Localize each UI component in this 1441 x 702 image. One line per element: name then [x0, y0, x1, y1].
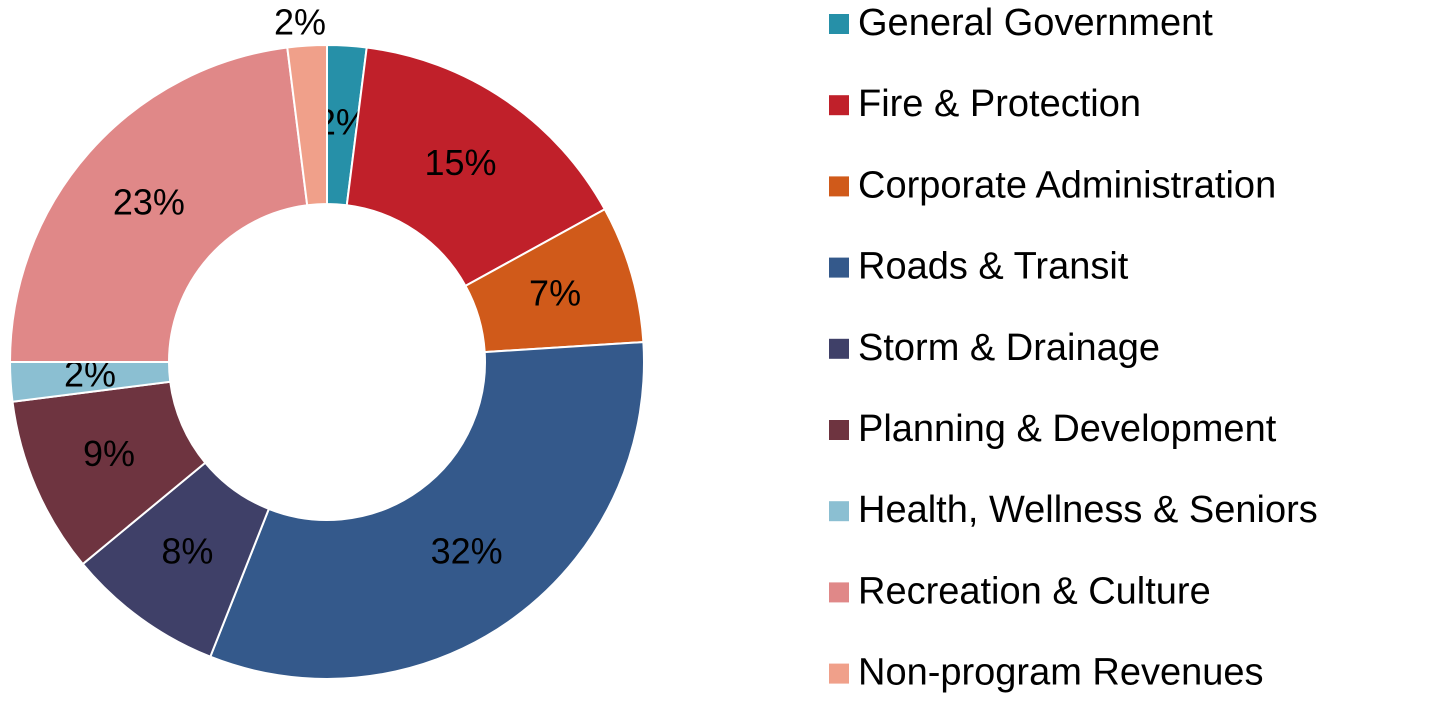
- donut-slice: [209, 341, 645, 680]
- legend-swatch: [829, 176, 849, 197]
- legend-label: Fire & Protection: [858, 83, 1141, 125]
- legend-label: Corporate Administration: [858, 164, 1276, 206]
- donut-slice: [345, 46, 607, 288]
- legend-swatch: [829, 420, 849, 440]
- legend-swatch: [829, 338, 849, 359]
- legend-label: Health, Wellness & Seniors: [858, 489, 1318, 531]
- slice-label: 7%: [529, 272, 581, 313]
- legend-label: Recreation & Culture: [858, 570, 1211, 612]
- donut-slice: [286, 43, 328, 207]
- legend-swatch: [829, 14, 849, 34]
- legend-label: Non-program Revenues: [858, 652, 1264, 694]
- legend-swatch: [829, 95, 849, 116]
- slice-label: 23%: [113, 181, 185, 222]
- slice-label: 9%: [83, 433, 135, 474]
- legend-swatch: [829, 663, 849, 684]
- legend-label: Planning & Development: [858, 408, 1277, 450]
- legend-label: General Government: [858, 2, 1213, 44]
- slice-label: 2%: [274, 2, 326, 43]
- legend-swatch: [829, 582, 849, 603]
- legend-swatch: [829, 501, 849, 522]
- slice-label: 8%: [161, 531, 213, 572]
- donut-slice: [8, 46, 309, 363]
- legend-swatch: [829, 257, 849, 278]
- legend-label: Roads & Transit: [858, 246, 1129, 288]
- slice-label: 32%: [431, 531, 503, 572]
- slice-label: 15%: [424, 142, 496, 183]
- legend-label: Storm & Drainage: [858, 327, 1160, 369]
